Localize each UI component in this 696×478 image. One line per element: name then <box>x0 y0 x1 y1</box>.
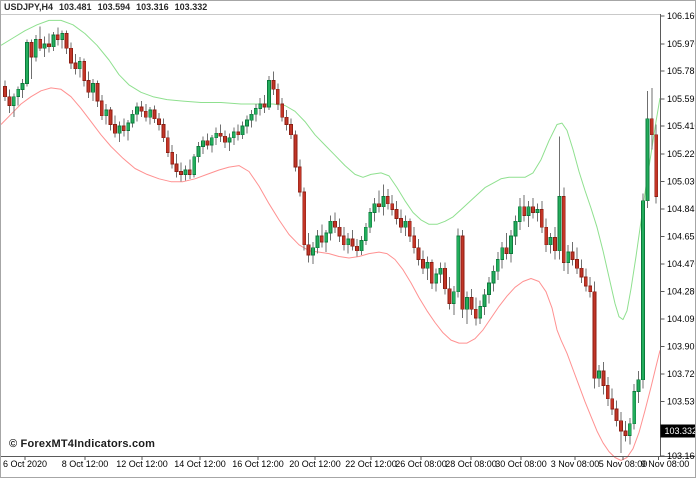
time-tick-label: 12 Oct 12:00 <box>116 459 168 469</box>
open-value: 103.481 <box>59 2 92 12</box>
price-tick-label: 104.470 <box>667 259 696 269</box>
close-value: 103.332 <box>174 2 208 12</box>
low-value: 103.316 <box>136 2 169 12</box>
price-tick-label: 105.785 <box>667 66 696 76</box>
time-tick-label: 3 Nov 08:00 <box>551 459 600 469</box>
price-tick-label: 105.595 <box>667 94 696 104</box>
time-tick-label: 26 Oct 08:00 <box>395 459 447 469</box>
price-tick-label: 105.410 <box>667 121 696 131</box>
time-tick-label: 5 Nov 08:00 <box>599 459 648 469</box>
price-tick-label: 103.720 <box>667 369 696 379</box>
price-tick-label: 104.280 <box>667 287 696 297</box>
time-tick-label: 28 Oct 08:00 <box>445 459 497 469</box>
price-tick-label: 103.160 <box>667 451 696 461</box>
price-tick-label: 103.905 <box>667 342 696 352</box>
time-tick-label: 8 Oct 12:00 <box>62 459 109 469</box>
chart-ohlc-header: USDJPY,H4 103.481 103.594 103.316 103.332 <box>4 2 213 14</box>
price-tick-label: 106.160 <box>667 11 696 21</box>
price-tick-label: 104.655 <box>667 232 696 242</box>
price-tick-label: 105.030 <box>667 177 696 187</box>
price-tick-label: 103.530 <box>667 397 696 407</box>
watermark: © ForexMT4Indicators.com <box>9 438 156 450</box>
time-tick-label: 16 Oct 12:00 <box>232 459 284 469</box>
symbol-timeframe-label: USDJPY,H4 <box>4 2 54 12</box>
price-axis[interactable]: 106.160 105.970 105.785 105.595 105.410 105.2… <box>660 11 696 461</box>
lower-envelope-line <box>1 87 661 461</box>
price-tick-label: 104.095 <box>667 314 696 324</box>
time-axis[interactable]: 6 Oct 2020 8 Oct 12:00 12 Oct 12:00 14 Oct … <box>3 457 689 469</box>
time-tick-label: 9 Nov 08:00 <box>641 459 690 469</box>
price-tick-label: 104.845 <box>667 204 696 214</box>
time-tick-label: 20 Oct 12:00 <box>289 459 341 469</box>
current-price-label: 103.332 <box>665 426 696 436</box>
time-tick-label: 14 Oct 12:00 <box>174 459 226 469</box>
price-tick-label: 105.220 <box>667 149 696 159</box>
axes-frame <box>1 14 695 457</box>
price-tick-label: 105.970 <box>667 39 696 49</box>
time-tick-label: 22 Oct 12:00 <box>345 459 397 469</box>
time-tick-label: 6 Oct 2020 <box>3 459 47 469</box>
candles-group <box>3 26 659 454</box>
current-price-box: 103.332 <box>660 424 696 438</box>
upper-envelope-line <box>1 19 661 321</box>
time-tick-label: 30 Oct 08:00 <box>495 459 547 469</box>
high-value: 103.594 <box>97 2 131 12</box>
